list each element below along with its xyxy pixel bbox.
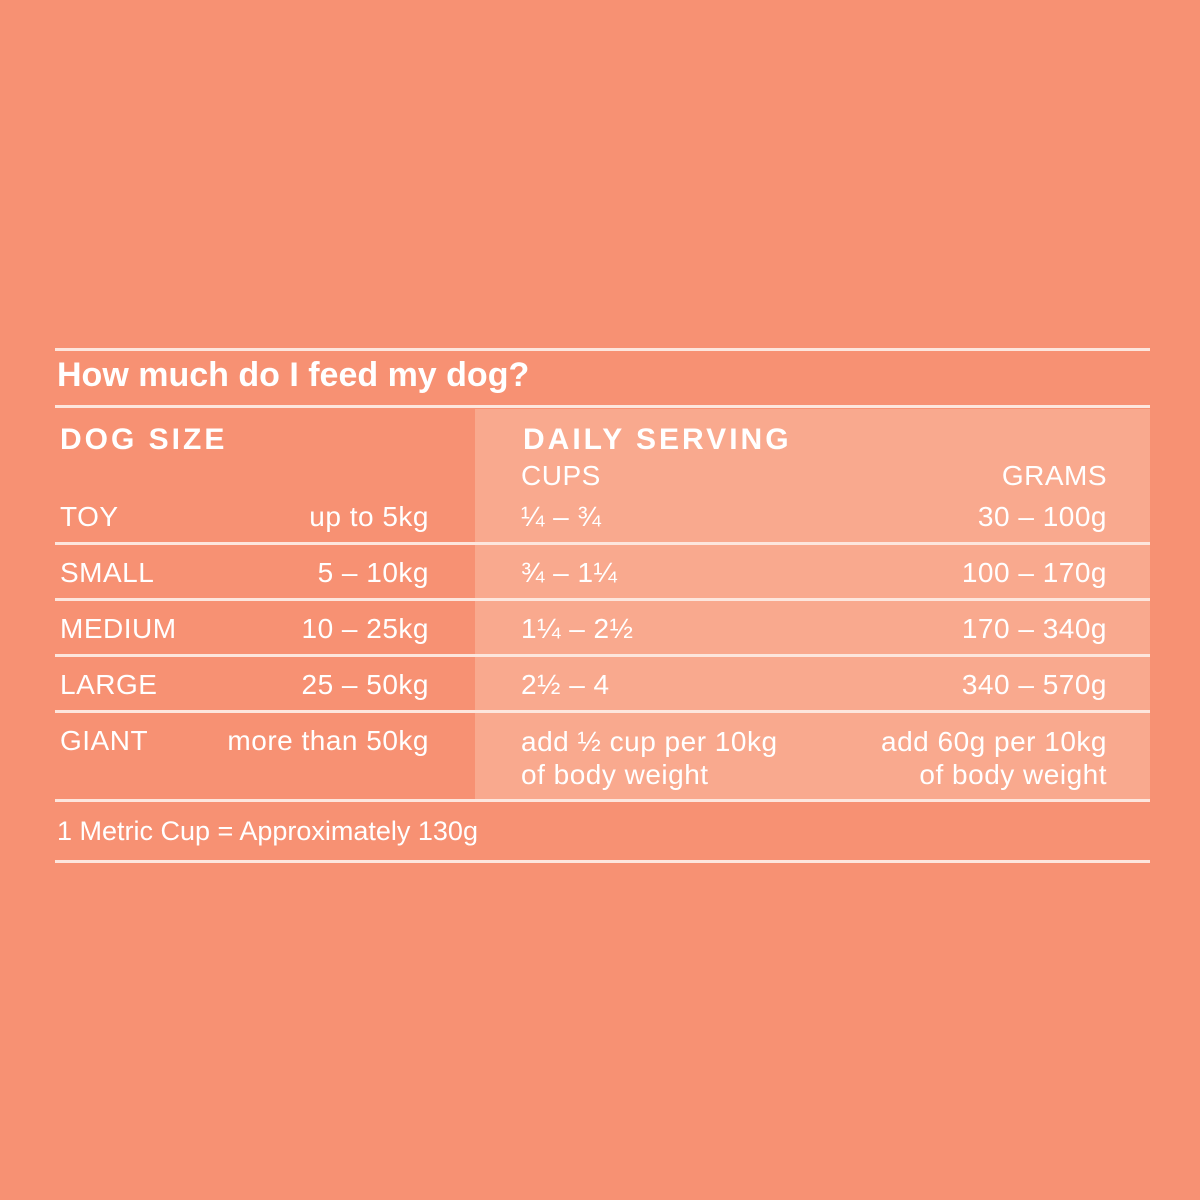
bottom-rule	[55, 860, 1150, 863]
size-label-small: SMALL	[60, 557, 155, 588]
daily-serving-header: DAILY SERVING	[523, 423, 792, 456]
cups-giant-line2: of body weight	[521, 759, 709, 790]
grams-giant-line1: add 60g per 10kg	[881, 726, 1107, 757]
size-label-toy: TOY	[60, 501, 119, 532]
top-rule	[55, 348, 1150, 351]
size-label-large: LARGE	[60, 669, 158, 700]
cups-toy: ¼ – ¾	[521, 501, 602, 532]
weight-medium: 10 – 25kg	[301, 613, 429, 644]
cups-small: ¾ – 1¼	[521, 557, 618, 588]
size-label-medium: MEDIUM	[60, 613, 177, 644]
row-rule	[55, 598, 1150, 601]
grams-giant-line2: of body weight	[919, 759, 1107, 790]
weight-giant: more than 50kg	[227, 725, 429, 756]
weight-toy: up to 5kg	[309, 501, 429, 532]
cups-large: 2½ – 4	[521, 669, 610, 700]
row-rule	[55, 710, 1150, 713]
grams-giant: add 60g per 10kg of body weight	[881, 725, 1107, 791]
grams-medium: 170 – 340g	[961, 613, 1107, 644]
table-title: How much do I feed my dog?	[57, 356, 530, 394]
cups-giant-line1: add ½ cup per 10kg	[521, 726, 778, 757]
weight-large: 25 – 50kg	[301, 669, 429, 700]
cups-medium: 1¼ – 2½	[521, 613, 634, 644]
grams-toy: 30 – 100g	[977, 501, 1107, 532]
table-bottom-rule	[55, 799, 1150, 802]
grams-large: 340 – 570g	[961, 669, 1107, 700]
grams-small: 100 – 170g	[961, 557, 1107, 588]
daily-serving-panel	[475, 409, 1150, 801]
cups-header: CUPS	[521, 460, 601, 491]
dog-size-header: DOG SIZE	[60, 423, 228, 456]
grams-header: GRAMS	[1001, 460, 1107, 491]
footnote: 1 Metric Cup = Approximately 130g	[57, 816, 478, 846]
size-label-giant: GIANT	[60, 725, 149, 756]
row-rule	[55, 654, 1150, 657]
row-rule	[55, 542, 1150, 545]
title-rule	[55, 405, 1150, 408]
weight-small: 5 – 10kg	[317, 557, 429, 588]
cups-giant: add ½ cup per 10kg of body weight	[521, 725, 778, 791]
